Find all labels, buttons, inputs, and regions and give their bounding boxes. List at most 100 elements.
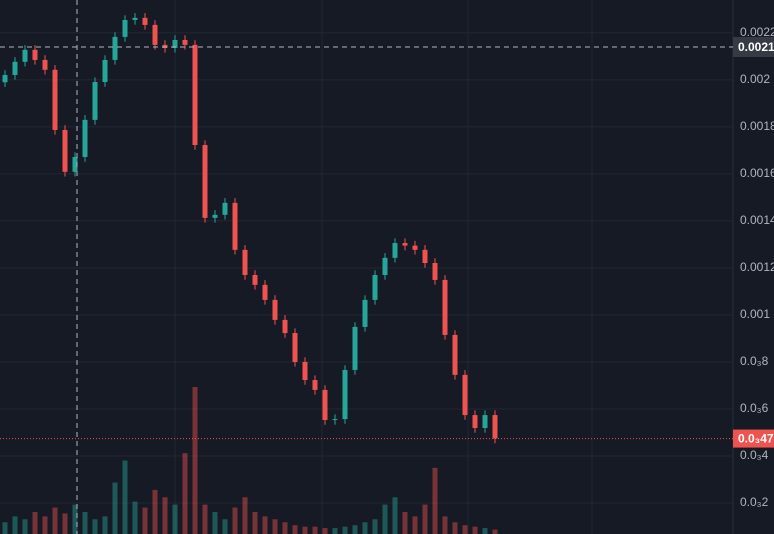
volume-bar xyxy=(292,525,298,534)
volume-bar xyxy=(482,528,488,534)
candle-body xyxy=(12,61,18,75)
candle-body xyxy=(342,369,348,420)
crosshair-label: 0.0021 xyxy=(738,40,774,54)
candle-body xyxy=(492,415,498,439)
candle-body xyxy=(262,284,268,300)
volume-bar xyxy=(422,504,428,534)
volume-bar xyxy=(122,460,128,534)
candle-body xyxy=(312,380,318,390)
candle-body xyxy=(452,334,458,375)
candle-body xyxy=(172,39,178,48)
candle-body xyxy=(242,249,248,275)
volume-bar xyxy=(372,519,378,534)
candle-body xyxy=(302,361,308,381)
candle-body xyxy=(112,36,118,60)
candle-body xyxy=(142,17,148,25)
volume-bar xyxy=(382,504,388,534)
last-price-box xyxy=(733,429,774,448)
candle-body xyxy=(362,299,368,327)
volume-bar xyxy=(252,511,258,534)
volume-bar xyxy=(12,516,18,534)
y-tick-label: 0.0022 xyxy=(740,25,774,39)
candle-body xyxy=(392,243,398,258)
volume-bar xyxy=(42,516,48,534)
volume-bar xyxy=(202,504,208,534)
volume-bar xyxy=(362,522,368,534)
candle-body xyxy=(182,39,188,45)
candle-body xyxy=(82,119,88,158)
volume-bar xyxy=(302,526,308,534)
volume-bar xyxy=(282,522,288,534)
volume-bar xyxy=(402,511,408,534)
candle-body xyxy=(282,319,288,334)
volume-bar xyxy=(442,516,448,534)
y-tick-label: 0.0₃2 xyxy=(740,495,769,509)
candles xyxy=(2,13,498,444)
candle-body xyxy=(162,44,168,48)
candle-body xyxy=(132,17,138,20)
candle-body xyxy=(22,49,28,62)
y-tick-label: 0.001 xyxy=(740,307,770,321)
volume-bar xyxy=(462,525,468,534)
candle-body xyxy=(432,263,438,280)
candle-body xyxy=(102,59,108,83)
volume-bar xyxy=(212,511,218,534)
volume-bar xyxy=(452,522,458,534)
volume-bar xyxy=(232,507,238,534)
crosshair-label-box xyxy=(733,37,774,58)
volume-bar xyxy=(132,501,138,534)
volume-bar xyxy=(52,507,58,534)
y-tick-label: 0.0₃8 xyxy=(740,354,769,368)
y-tick-label: 0.002 xyxy=(740,72,770,86)
volume-bar xyxy=(2,522,8,534)
candle-body xyxy=(2,74,8,83)
vertical-grid xyxy=(174,0,593,534)
volume-bar xyxy=(262,516,268,534)
candle-body xyxy=(352,326,358,370)
volume-bar xyxy=(352,525,358,534)
y-tick-label: 0.0016 xyxy=(740,166,774,180)
candle-body xyxy=(322,389,328,421)
volume-bar xyxy=(142,507,148,534)
volume-bar xyxy=(432,467,438,534)
volume-bar xyxy=(72,504,78,534)
candle-body xyxy=(72,157,78,172)
y-tick-label: 0.0014 xyxy=(740,213,774,227)
volume-bar xyxy=(412,516,418,534)
candle-body xyxy=(292,333,298,362)
volume-bar xyxy=(152,489,158,534)
volume-bar xyxy=(82,511,88,534)
candle-body xyxy=(402,243,408,246)
volume xyxy=(2,387,498,534)
volume-bar xyxy=(102,516,108,534)
candle-body xyxy=(202,145,208,218)
candle-body xyxy=(272,299,278,320)
y-tick-label: 0.0018 xyxy=(740,119,774,133)
volume-bar xyxy=(342,526,348,534)
volume-bar xyxy=(222,519,228,534)
last-price-label: 0.0₃47 xyxy=(738,432,774,446)
volume-bar xyxy=(92,519,98,534)
candle-body xyxy=(92,82,98,120)
volume-bar xyxy=(392,497,398,534)
volume-bar xyxy=(162,497,168,534)
candle-body xyxy=(152,24,158,45)
candle-body xyxy=(482,415,488,428)
y-tick-label: 0.0₃6 xyxy=(740,401,769,415)
candle-body xyxy=(472,415,478,428)
volume-bar xyxy=(322,528,328,534)
volume-bar xyxy=(242,497,248,534)
volume-bar xyxy=(62,513,68,534)
candle-body xyxy=(32,49,38,60)
grid xyxy=(0,0,734,534)
volume-bar xyxy=(272,519,278,534)
volume-bar xyxy=(492,529,498,534)
y-tick-label: 0.0012 xyxy=(740,260,774,274)
candle-body xyxy=(372,274,378,300)
volume-bar xyxy=(192,387,198,534)
volume-bar xyxy=(172,504,178,534)
candle-body xyxy=(192,44,198,146)
